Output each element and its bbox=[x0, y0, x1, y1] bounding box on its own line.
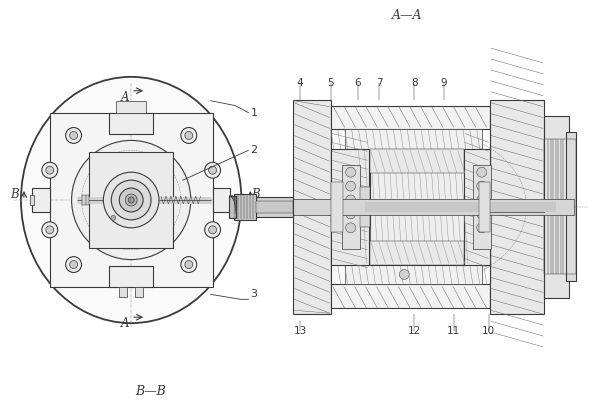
Bar bbox=[344, 130, 482, 194]
Bar bbox=[370, 149, 464, 173]
Bar bbox=[370, 241, 464, 264]
Text: 12: 12 bbox=[407, 326, 421, 336]
Bar bbox=[109, 113, 153, 134]
Bar bbox=[119, 287, 127, 297]
Text: A—A: A—A bbox=[392, 9, 422, 22]
Bar bbox=[544, 116, 569, 298]
Bar bbox=[365, 202, 556, 212]
Bar bbox=[235, 194, 256, 220]
Circle shape bbox=[71, 140, 191, 260]
Text: 10: 10 bbox=[482, 326, 495, 336]
Bar bbox=[566, 132, 576, 282]
Circle shape bbox=[70, 260, 77, 268]
Text: B: B bbox=[251, 188, 260, 201]
Circle shape bbox=[477, 167, 487, 177]
Bar bbox=[135, 287, 143, 297]
Text: 7: 7 bbox=[376, 78, 383, 88]
Bar bbox=[342, 165, 359, 249]
Text: 11: 11 bbox=[447, 326, 461, 336]
Bar bbox=[293, 100, 331, 314]
Circle shape bbox=[42, 162, 58, 178]
Text: 5: 5 bbox=[328, 78, 334, 88]
Bar bbox=[331, 130, 490, 284]
Circle shape bbox=[477, 195, 487, 205]
Bar bbox=[82, 195, 89, 205]
Text: 1: 1 bbox=[250, 108, 257, 118]
Bar bbox=[229, 195, 232, 205]
Circle shape bbox=[209, 166, 217, 174]
Circle shape bbox=[477, 223, 487, 233]
Circle shape bbox=[346, 181, 356, 191]
Bar bbox=[293, 199, 574, 215]
Circle shape bbox=[205, 222, 221, 238]
Circle shape bbox=[346, 223, 356, 233]
Bar bbox=[359, 187, 370, 227]
Bar bbox=[370, 149, 464, 264]
Circle shape bbox=[477, 209, 487, 219]
Ellipse shape bbox=[21, 77, 241, 323]
Text: 6: 6 bbox=[354, 78, 361, 88]
Bar bbox=[490, 202, 544, 212]
Bar bbox=[109, 266, 153, 287]
Bar bbox=[331, 130, 490, 284]
Bar bbox=[473, 165, 491, 249]
Circle shape bbox=[346, 209, 356, 219]
Bar bbox=[50, 113, 212, 287]
Circle shape bbox=[125, 194, 137, 206]
Circle shape bbox=[70, 132, 77, 140]
Text: 13: 13 bbox=[293, 326, 307, 336]
Circle shape bbox=[477, 181, 487, 191]
Bar bbox=[256, 197, 293, 217]
Circle shape bbox=[46, 166, 54, 174]
Bar bbox=[344, 220, 482, 284]
Circle shape bbox=[346, 195, 356, 205]
Circle shape bbox=[209, 226, 217, 234]
Bar bbox=[256, 201, 293, 213]
Bar bbox=[544, 140, 576, 274]
Text: 2: 2 bbox=[250, 145, 257, 155]
Bar bbox=[89, 152, 173, 248]
Circle shape bbox=[112, 180, 151, 220]
Circle shape bbox=[111, 215, 116, 220]
Text: 3: 3 bbox=[250, 289, 257, 299]
Bar bbox=[30, 195, 34, 205]
Circle shape bbox=[46, 226, 54, 234]
Bar bbox=[331, 149, 368, 264]
Circle shape bbox=[185, 132, 193, 140]
Text: 9: 9 bbox=[440, 78, 448, 88]
Bar bbox=[116, 101, 146, 113]
Circle shape bbox=[103, 172, 159, 228]
Bar bbox=[331, 182, 343, 232]
Circle shape bbox=[205, 162, 221, 178]
Circle shape bbox=[42, 222, 58, 238]
Circle shape bbox=[119, 188, 143, 212]
Bar bbox=[331, 106, 490, 308]
Circle shape bbox=[128, 197, 134, 203]
Circle shape bbox=[346, 167, 356, 177]
Circle shape bbox=[181, 257, 197, 272]
Bar bbox=[229, 196, 236, 218]
Circle shape bbox=[181, 128, 197, 143]
Bar bbox=[32, 188, 50, 212]
Text: B: B bbox=[10, 188, 19, 201]
Bar bbox=[464, 149, 490, 264]
Circle shape bbox=[400, 270, 409, 280]
Text: 4: 4 bbox=[296, 78, 304, 88]
Bar bbox=[212, 188, 230, 212]
Bar bbox=[490, 100, 544, 314]
Circle shape bbox=[65, 257, 82, 272]
Text: B—B: B—B bbox=[136, 385, 166, 398]
Circle shape bbox=[185, 260, 193, 268]
Circle shape bbox=[65, 128, 82, 143]
Bar bbox=[479, 182, 490, 232]
Text: 8: 8 bbox=[411, 78, 418, 88]
Bar bbox=[344, 194, 482, 220]
Text: A: A bbox=[121, 317, 130, 330]
Text: A: A bbox=[121, 91, 130, 104]
